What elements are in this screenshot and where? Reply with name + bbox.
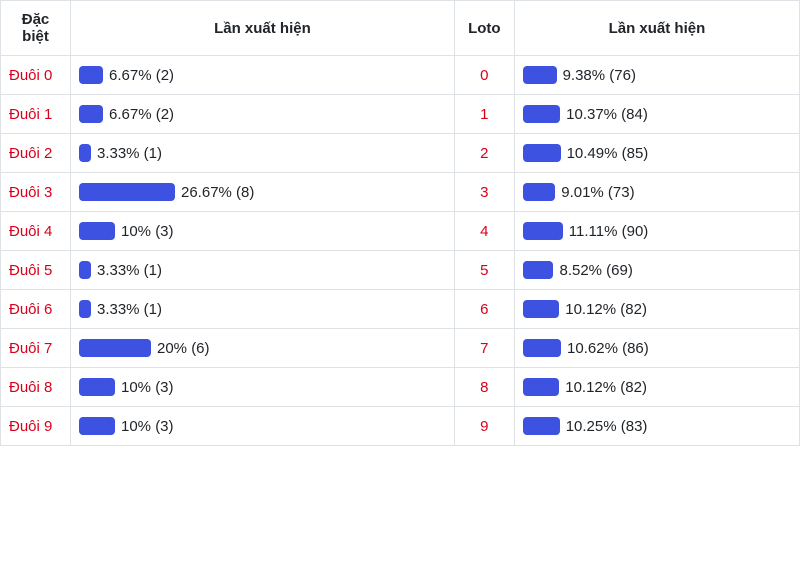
cell-bar-loto: 8.52% (69) — [514, 251, 799, 290]
cell-bar-dacbiet: 3.33% (1) — [71, 290, 455, 329]
table-row: Đuôi 8 10% (3) 8 10.12% (82) — [1, 368, 800, 407]
bar-icon — [79, 339, 151, 357]
cell-bar-loto: 9.01% (73) — [514, 173, 799, 212]
table-header-row: Đặc biệt Lần xuất hiện Loto Lần xuất hiệ… — [1, 1, 800, 56]
cell-bar-dacbiet: 20% (6) — [71, 329, 455, 368]
bar-label: 10.25% (83) — [566, 418, 648, 435]
cell-dacbiet: Đuôi 4 — [1, 212, 71, 251]
bar-icon — [523, 144, 561, 162]
bar-icon — [79, 378, 115, 396]
bar-label: 10% (3) — [121, 379, 174, 396]
header-lanxuathien-1: Lần xuất hiện — [71, 1, 455, 56]
bar-label: 10.12% (82) — [565, 301, 647, 318]
bar-icon — [79, 417, 115, 435]
cell-dacbiet: Đuôi 3 — [1, 173, 71, 212]
bar-label: 8.52% (69) — [559, 262, 632, 279]
cell-bar-dacbiet: 3.33% (1) — [71, 134, 455, 173]
lottery-stats-table: Đặc biệt Lần xuất hiện Loto Lần xuất hiệ… — [0, 0, 800, 446]
table-row: Đuôi 5 3.33% (1) 5 8.52% (69) — [1, 251, 800, 290]
bar-icon — [79, 183, 175, 201]
cell-loto: 6 — [454, 290, 514, 329]
bar-icon — [523, 105, 560, 123]
table-row: Đuôi 4 10% (3) 4 11.11% (90) — [1, 212, 800, 251]
bar-label: 10.37% (84) — [566, 106, 648, 123]
bar-icon — [79, 66, 103, 84]
cell-bar-dacbiet: 6.67% (2) — [71, 95, 455, 134]
table-row: Đuôi 7 20% (6) 7 10.62% (86) — [1, 329, 800, 368]
bar-icon — [79, 105, 103, 123]
bar-label: 3.33% (1) — [97, 262, 162, 279]
cell-dacbiet: Đuôi 0 — [1, 56, 71, 95]
cell-dacbiet: Đuôi 6 — [1, 290, 71, 329]
table-body: Đuôi 0 6.67% (2) 0 9.38% (76) Đuôi 1 6.67% (2… — [1, 56, 800, 446]
cell-loto: 7 — [454, 329, 514, 368]
header-lanxuathien-2: Lần xuất hiện — [514, 1, 799, 56]
cell-dacbiet: Đuôi 1 — [1, 95, 71, 134]
cell-bar-dacbiet: 10% (3) — [71, 407, 455, 446]
bar-label: 10.12% (82) — [565, 379, 647, 396]
cell-bar-dacbiet: 26.67% (8) — [71, 173, 455, 212]
bar-label: 11.11% (90) — [569, 223, 649, 240]
bar-icon — [79, 300, 91, 318]
cell-bar-loto: 10.37% (84) — [514, 95, 799, 134]
cell-loto: 5 — [454, 251, 514, 290]
cell-loto: 4 — [454, 212, 514, 251]
bar-label: 10.62% (86) — [567, 340, 649, 357]
cell-bar-loto: 9.38% (76) — [514, 56, 799, 95]
bar-icon — [523, 66, 557, 84]
cell-bar-dacbiet: 3.33% (1) — [71, 251, 455, 290]
bar-label: 6.67% (2) — [109, 106, 174, 123]
bar-label: 3.33% (1) — [97, 145, 162, 162]
table-row: Đuôi 0 6.67% (2) 0 9.38% (76) — [1, 56, 800, 95]
bar-label: 3.33% (1) — [97, 301, 162, 318]
bar-icon — [79, 261, 91, 279]
cell-bar-loto: 10.25% (83) — [514, 407, 799, 446]
header-dacbiet-l2: biệt — [9, 28, 62, 45]
bar-icon — [523, 339, 561, 357]
cell-loto: 3 — [454, 173, 514, 212]
bar-icon — [523, 222, 563, 240]
table-row: Đuôi 6 3.33% (1) 6 10.12% (82) — [1, 290, 800, 329]
cell-bar-loto: 10.49% (85) — [514, 134, 799, 173]
bar-label: 10% (3) — [121, 223, 174, 240]
cell-loto: 2 — [454, 134, 514, 173]
cell-bar-loto: 10.12% (82) — [514, 290, 799, 329]
table-row: Đuôi 2 3.33% (1) 2 10.49% (85) — [1, 134, 800, 173]
cell-bar-loto: 10.62% (86) — [514, 329, 799, 368]
table-row: Đuôi 3 26.67% (8) 3 9.01% (73) — [1, 173, 800, 212]
bar-icon — [79, 144, 91, 162]
bar-label: 9.01% (73) — [561, 184, 634, 201]
table-row: Đuôi 9 10% (3) 9 10.25% (83) — [1, 407, 800, 446]
bar-label: 20% (6) — [157, 340, 210, 357]
cell-dacbiet: Đuôi 5 — [1, 251, 71, 290]
cell-bar-dacbiet: 6.67% (2) — [71, 56, 455, 95]
cell-dacbiet: Đuôi 8 — [1, 368, 71, 407]
cell-loto: 1 — [454, 95, 514, 134]
bar-icon — [523, 300, 559, 318]
cell-bar-dacbiet: 10% (3) — [71, 212, 455, 251]
cell-loto: 0 — [454, 56, 514, 95]
bar-label: 6.67% (2) — [109, 67, 174, 84]
header-dacbiet: Đặc biệt — [1, 1, 71, 56]
bar-icon — [523, 183, 555, 201]
bar-label: 26.67% (8) — [181, 184, 254, 201]
cell-loto: 8 — [454, 368, 514, 407]
cell-dacbiet: Đuôi 2 — [1, 134, 71, 173]
header-dacbiet-l1: Đặc — [9, 11, 62, 28]
bar-label: 10% (3) — [121, 418, 174, 435]
cell-dacbiet: Đuôi 9 — [1, 407, 71, 446]
cell-bar-loto: 11.11% (90) — [514, 212, 799, 251]
bar-icon — [79, 222, 115, 240]
cell-loto: 9 — [454, 407, 514, 446]
bar-label: 10.49% (85) — [567, 145, 649, 162]
cell-bar-dacbiet: 10% (3) — [71, 368, 455, 407]
bar-label: 9.38% (76) — [563, 67, 636, 84]
bar-icon — [523, 417, 560, 435]
bar-icon — [523, 261, 554, 279]
bar-icon — [523, 378, 559, 396]
header-loto: Loto — [454, 1, 514, 56]
cell-dacbiet: Đuôi 7 — [1, 329, 71, 368]
cell-bar-loto: 10.12% (82) — [514, 368, 799, 407]
table-row: Đuôi 1 6.67% (2) 1 10.37% (84) — [1, 95, 800, 134]
